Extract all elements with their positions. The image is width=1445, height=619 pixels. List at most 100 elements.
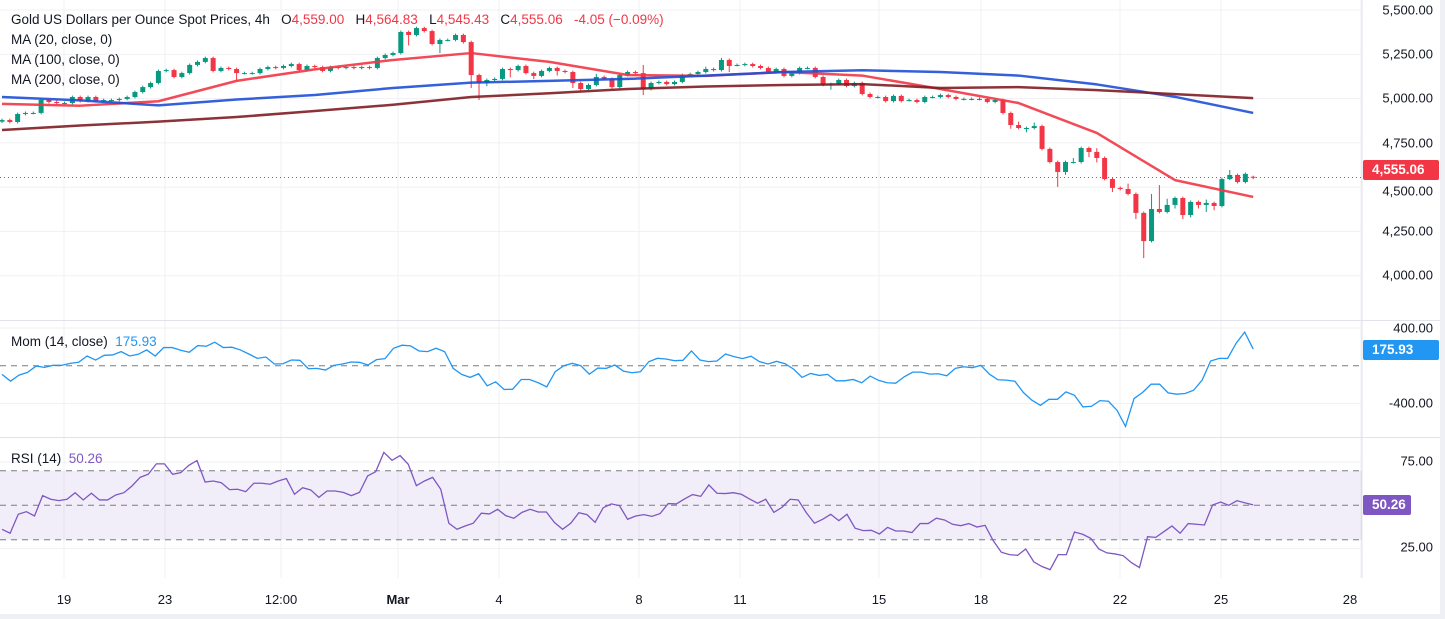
candle-down (750, 64, 756, 66)
candle-up (695, 72, 701, 74)
candle-up (930, 97, 936, 99)
candle-up (437, 39, 443, 45)
candle-down (1141, 212, 1147, 242)
candle-up (539, 70, 545, 76)
candle-up (30, 112, 36, 114)
candle-down (562, 70, 568, 73)
candle-up (679, 75, 685, 82)
candle-up (327, 67, 333, 71)
candle-up (734, 64, 740, 66)
candle-up (179, 73, 185, 77)
candle-down (1039, 126, 1045, 149)
candle-down (609, 78, 615, 88)
candle-up (413, 28, 419, 35)
time-tick: 8 (635, 592, 643, 607)
time-tick: 15 (871, 592, 887, 607)
candle-up (804, 67, 810, 69)
mom-legend[interactable]: Mom (14, close) 175.93 (11, 333, 157, 350)
candle-down (523, 65, 529, 74)
candle-down (1117, 187, 1123, 189)
close-value: 4,555.06 (510, 12, 563, 27)
price-tick: 4,250.00 (1382, 223, 1433, 239)
candle-down (554, 67, 560, 71)
candle-down (234, 69, 240, 74)
candles (0, 26, 1256, 259)
candle-up (773, 69, 779, 73)
candle-down (867, 93, 873, 98)
candle-up (85, 97, 91, 102)
momentum-pane (0, 330, 1362, 429)
candle-up (961, 98, 967, 100)
high-label: H (355, 12, 366, 27)
rsi-label: RSI (14) (11, 451, 62, 466)
ma200-legend[interactable]: MA (200, close, 0) (11, 72, 120, 87)
candle-up (398, 31, 404, 54)
price-tick: 5,250.00 (1382, 46, 1433, 62)
candle-down (601, 76, 607, 79)
candle-up (742, 64, 748, 66)
rsi-band (0, 470, 1362, 541)
candle-down (210, 58, 216, 71)
candle-down (898, 95, 904, 102)
ma100-line (1, 68, 1254, 115)
candle-down (93, 97, 99, 102)
mom-last-tag: 175.93 (1363, 340, 1439, 360)
candle-up (617, 75, 623, 88)
candle-up (148, 83, 154, 88)
candle-up (992, 100, 998, 102)
candle-up (218, 67, 224, 71)
candle-up (241, 73, 247, 75)
rsi-value: 50.26 (68, 451, 103, 466)
price-tick: 5,000.00 (1382, 90, 1433, 106)
candle-up (672, 81, 678, 85)
candle-up (922, 97, 928, 102)
candle-down (476, 75, 482, 84)
candle-up (15, 114, 21, 122)
candle-up (718, 59, 724, 71)
time-tick: 19 (56, 592, 72, 607)
candle-up (101, 100, 107, 102)
candle-down (914, 100, 920, 102)
candle-down (711, 69, 717, 71)
candle-up (1242, 173, 1248, 183)
time-tick: 4 (495, 592, 503, 607)
candle-up (1031, 126, 1037, 129)
candle-down (1000, 100, 1006, 113)
candle-down (883, 97, 889, 102)
close-label: C (500, 12, 511, 27)
candle-up (875, 97, 881, 99)
time-tick: 22 (1112, 592, 1128, 607)
candle-up (1172, 198, 1178, 205)
candle-up (1188, 201, 1194, 216)
ma200-line (1, 82, 1254, 132)
candle-down (953, 97, 959, 99)
rsi-legend[interactable]: RSI (14) 50.26 (11, 450, 103, 467)
candle-up (195, 61, 200, 65)
candle-up (187, 64, 193, 74)
symbol-title: Gold US Dollars per Ounce Spot Prices, 4… (11, 12, 270, 27)
mom-value: 175.93 (115, 334, 157, 349)
candle-down (1055, 162, 1061, 172)
candle-up (890, 95, 896, 102)
candle-down (859, 83, 865, 94)
ma100-legend[interactable]: MA (100, close, 0) (11, 52, 120, 67)
candle-up (648, 83, 654, 90)
candle-up (492, 78, 498, 80)
low-label: L (429, 12, 437, 27)
low-value: 4,545.43 (436, 12, 490, 27)
candle-down (226, 67, 232, 70)
ma20-legend[interactable]: MA (20, close, 0) (11, 32, 113, 47)
candle-up (789, 73, 795, 76)
mom-tick: -400.00 (1388, 395, 1433, 411)
time-axis[interactable]: 19 23 12:00 Mar 4 8 11 15 18 22 25 28 (0, 580, 1362, 610)
candle-down (1016, 125, 1022, 129)
price-tick: 4,000.00 (1382, 267, 1433, 283)
candle-down (367, 67, 373, 69)
mom-line (1, 330, 1254, 429)
time-tick: 23 (157, 592, 173, 607)
mom-label: Mom (14, close) (11, 334, 108, 349)
candle-up (1227, 174, 1233, 180)
candle-down (1133, 193, 1139, 213)
candle-up (38, 100, 44, 113)
